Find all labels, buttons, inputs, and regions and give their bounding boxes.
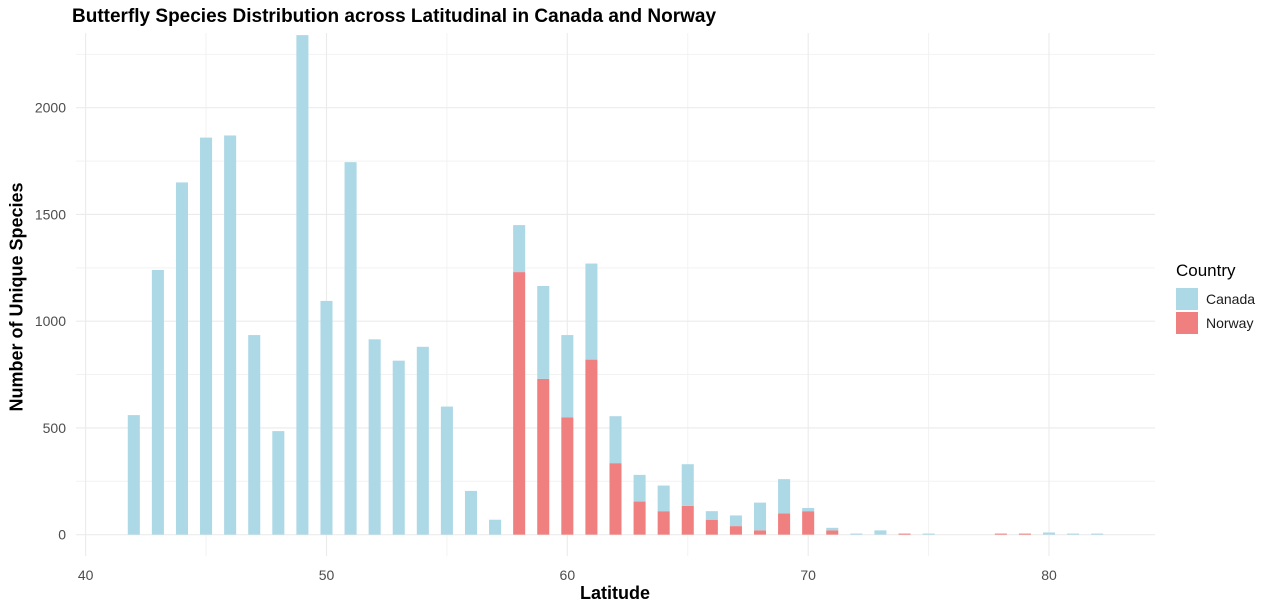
y-tick-label: 500 bbox=[43, 420, 67, 436]
x-axis-label: Latitude bbox=[580, 583, 650, 603]
bar-norway-58 bbox=[513, 272, 526, 535]
bar-norway-79 bbox=[1018, 533, 1031, 535]
y-tick-label: 1000 bbox=[35, 313, 66, 329]
chart-title: Butterfly Species Distribution across La… bbox=[72, 6, 717, 27]
bar-canada-50 bbox=[320, 300, 333, 535]
bar-norway-78 bbox=[994, 533, 1007, 535]
y-axis-label: Number of Unique Species bbox=[6, 182, 27, 412]
bar-norway-69 bbox=[778, 513, 791, 535]
x-tick-label: 40 bbox=[78, 567, 94, 583]
x-tick-label: 80 bbox=[1041, 567, 1057, 583]
bar-canada-43 bbox=[151, 269, 164, 535]
bar-canada-46 bbox=[224, 135, 237, 535]
bar-norway-65 bbox=[681, 505, 694, 535]
bar-canada-55 bbox=[440, 406, 453, 535]
legend-item-canada: Canada bbox=[1176, 287, 1255, 311]
bar-canada-62 bbox=[609, 416, 622, 464]
bar-canada-81 bbox=[1067, 533, 1080, 535]
bar-canada-58 bbox=[513, 225, 526, 273]
bar-norway-68 bbox=[753, 530, 767, 535]
bar-canada-61 bbox=[585, 263, 598, 360]
bar-norway-62 bbox=[609, 463, 622, 535]
bar-canada-69 bbox=[778, 479, 791, 514]
y-tick-label: 2000 bbox=[35, 100, 66, 116]
bar-canada-68 bbox=[753, 502, 767, 531]
bar-canada-80 bbox=[1043, 532, 1056, 535]
bar-norway-63 bbox=[633, 501, 646, 535]
bar-norway-61 bbox=[585, 359, 598, 535]
x-tick-label: 70 bbox=[800, 567, 816, 583]
x-tick-label: 60 bbox=[560, 567, 576, 583]
bar-norway-64 bbox=[657, 511, 670, 535]
legend-label-norway: Norway bbox=[1206, 315, 1254, 331]
bar-canada-67 bbox=[729, 515, 742, 527]
y-tick-label: 0 bbox=[58, 527, 66, 543]
legend-swatch-norway bbox=[1176, 312, 1198, 334]
bar-canada-51 bbox=[344, 162, 357, 535]
bar-norway-59 bbox=[537, 378, 550, 535]
bar-canada-65 bbox=[681, 464, 694, 506]
bar-canada-54 bbox=[416, 346, 429, 535]
bar-canada-57 bbox=[489, 519, 502, 535]
bar-canada-53 bbox=[392, 360, 405, 535]
x-tick-label: 50 bbox=[319, 567, 335, 583]
bar-canada-75 bbox=[922, 533, 935, 535]
bar-norway-74 bbox=[898, 533, 911, 535]
bars bbox=[127, 35, 1104, 535]
tick-labels: 40 50 60 70 80 0 500 1000 1500 2000 bbox=[35, 100, 1057, 583]
bar-canada-82 bbox=[1091, 533, 1104, 535]
bar-canada-72 bbox=[850, 533, 863, 535]
legend-swatch-canada bbox=[1176, 288, 1198, 310]
bar-canada-44 bbox=[175, 182, 188, 535]
bar-canada-60 bbox=[561, 335, 574, 418]
bar-norway-60 bbox=[561, 417, 574, 535]
bar-norway-70 bbox=[802, 511, 815, 535]
bar-canada-63 bbox=[633, 474, 646, 502]
bar-canada-59 bbox=[537, 285, 550, 379]
legend-label-canada: Canada bbox=[1206, 291, 1256, 307]
bar-canada-49 bbox=[296, 35, 309, 535]
bar-canada-64 bbox=[657, 485, 670, 512]
legend-item-norway: Norway bbox=[1176, 311, 1255, 335]
bar-norway-66 bbox=[705, 519, 718, 535]
bar-norway-67 bbox=[729, 526, 742, 535]
bar-norway-71 bbox=[826, 530, 839, 535]
bar-canada-56 bbox=[464, 490, 478, 535]
bar-canada-42 bbox=[127, 415, 140, 535]
bar-canada-45 bbox=[200, 137, 213, 535]
bar-canada-66 bbox=[705, 511, 718, 520]
bar-canada-70 bbox=[802, 507, 815, 512]
y-tick-label: 1500 bbox=[35, 206, 66, 222]
bar-canada-47 bbox=[248, 335, 261, 535]
bar-canada-73 bbox=[874, 530, 887, 535]
bar-canada-48 bbox=[272, 431, 285, 535]
bar-canada-52 bbox=[368, 339, 381, 535]
bar-canada-71 bbox=[826, 527, 839, 531]
legend-title: Country bbox=[1176, 261, 1236, 280]
legend: Country Canada Norway bbox=[1176, 261, 1255, 335]
